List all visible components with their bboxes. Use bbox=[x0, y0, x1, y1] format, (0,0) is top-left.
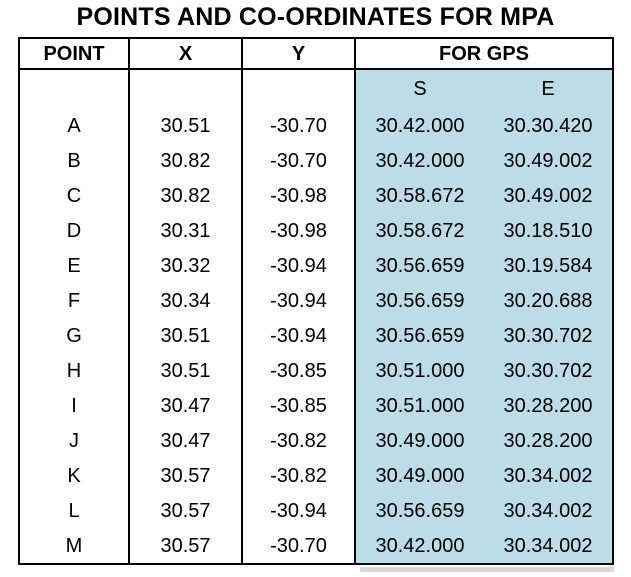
cell-y: -30.85 bbox=[243, 353, 356, 388]
cell-gps-e: 30.19.584 bbox=[484, 248, 612, 283]
cell-point: G bbox=[20, 318, 130, 353]
cell-gps-s: 30.58.672 bbox=[356, 213, 484, 248]
cell-y: -30.94 bbox=[243, 248, 356, 283]
subheader-gps: S E bbox=[356, 70, 612, 108]
cell-gps-e: 30.49.002 bbox=[484, 178, 612, 213]
cell-x: 30.51 bbox=[130, 353, 243, 388]
cell-gps-e: 30.30.702 bbox=[484, 318, 612, 353]
cell-gps-e: 30.34.002 bbox=[484, 493, 612, 528]
cell-gps-s: 30.42.000 bbox=[356, 108, 484, 143]
cell-point: J bbox=[20, 423, 130, 458]
column-header-for-gps: FOR GPS bbox=[356, 39, 612, 70]
cell-point: E bbox=[20, 248, 130, 283]
cell-point: C bbox=[20, 178, 130, 213]
cell-point: K bbox=[20, 458, 130, 493]
cell-y: -30.94 bbox=[243, 318, 356, 353]
cell-gps-e: 30.49.002 bbox=[484, 143, 612, 178]
cell-y: -30.98 bbox=[243, 178, 356, 213]
cell-x: 30.51 bbox=[130, 108, 243, 143]
column-header-point: POINT bbox=[20, 39, 130, 70]
subcolumn-header-e: E bbox=[541, 77, 555, 100]
cell-gps-s: 30.49.000 bbox=[356, 423, 484, 458]
cell-x: 30.82 bbox=[130, 143, 243, 178]
column-header-x: X bbox=[130, 39, 243, 70]
cell-y: -30.94 bbox=[243, 493, 356, 528]
cell-y: -30.85 bbox=[243, 388, 356, 423]
cell-point: I bbox=[20, 388, 130, 423]
cell-gps-e: 30.30.702 bbox=[484, 353, 612, 388]
cell-gps-e: 30.34.002 bbox=[484, 458, 612, 493]
subcolumn-header-s: S bbox=[413, 77, 427, 100]
cell-y: -30.98 bbox=[243, 213, 356, 248]
column-header-y: Y bbox=[243, 39, 356, 70]
cell-gps-e: 30.28.200 bbox=[484, 423, 612, 458]
cell-gps-s: 30.51.000 bbox=[356, 388, 484, 423]
cell-gps-s: 30.56.659 bbox=[356, 283, 484, 318]
subheader-empty-y bbox=[243, 70, 356, 108]
cell-x: 30.51 bbox=[130, 318, 243, 353]
subheader-empty-x bbox=[130, 70, 243, 108]
gps-column-shadow bbox=[360, 567, 614, 572]
cell-y: -30.70 bbox=[243, 528, 356, 563]
cell-gps-e: 30.34.002 bbox=[484, 528, 612, 563]
cell-point: F bbox=[20, 283, 130, 318]
cell-point: L bbox=[20, 493, 130, 528]
cell-y: -30.70 bbox=[243, 108, 356, 143]
cell-point: M bbox=[20, 528, 130, 563]
cell-gps-s: 30.51.000 bbox=[356, 353, 484, 388]
cell-gps-s: 30.42.000 bbox=[356, 528, 484, 563]
cell-y: -30.82 bbox=[243, 458, 356, 493]
cell-gps-s: 30.42.000 bbox=[356, 143, 484, 178]
cell-gps-e: 30.20.688 bbox=[484, 283, 612, 318]
cell-gps-s: 30.58.672 bbox=[356, 178, 484, 213]
cell-y: -30.94 bbox=[243, 283, 356, 318]
cell-point: H bbox=[20, 353, 130, 388]
cell-gps-e: 30.28.200 bbox=[484, 388, 612, 423]
coordinates-table: POINT X Y FOR GPS S E A 30.51 -30.70 30.… bbox=[18, 37, 614, 565]
cell-y: -30.70 bbox=[243, 143, 356, 178]
cell-x: 30.57 bbox=[130, 528, 243, 563]
cell-point: D bbox=[20, 213, 130, 248]
cell-gps-s: 30.56.659 bbox=[356, 248, 484, 283]
cell-x: 30.31 bbox=[130, 213, 243, 248]
cell-x: 30.82 bbox=[130, 178, 243, 213]
cell-gps-e: 30.18.510 bbox=[484, 213, 612, 248]
cell-x: 30.57 bbox=[130, 493, 243, 528]
cell-x: 30.57 bbox=[130, 458, 243, 493]
cell-gps-s: 30.56.659 bbox=[356, 493, 484, 528]
cell-point: A bbox=[20, 108, 130, 143]
subheader-empty-point bbox=[20, 70, 130, 108]
cell-x: 30.34 bbox=[130, 283, 243, 318]
cell-x: 30.32 bbox=[130, 248, 243, 283]
cell-gps-e: 30.30.420 bbox=[484, 108, 612, 143]
cell-x: 30.47 bbox=[130, 388, 243, 423]
cell-x: 30.47 bbox=[130, 423, 243, 458]
cell-gps-s: 30.56.659 bbox=[356, 318, 484, 353]
table-title: POINTS AND CO-ORDINATES FOR MPA bbox=[76, 3, 555, 31]
cell-y: -30.82 bbox=[243, 423, 356, 458]
cell-point: B bbox=[20, 143, 130, 178]
cell-gps-s: 30.49.000 bbox=[356, 458, 484, 493]
